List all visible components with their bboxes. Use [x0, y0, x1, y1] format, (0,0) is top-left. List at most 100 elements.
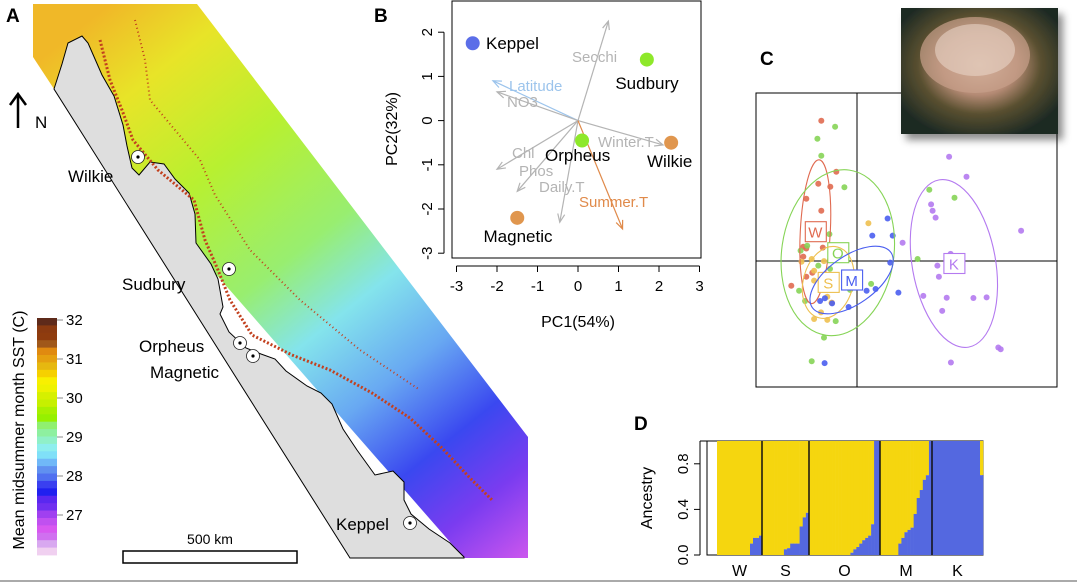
bar-cluster2	[901, 537, 905, 555]
point-group-o	[951, 194, 958, 201]
colorbar-bin	[37, 451, 57, 460]
colorbar-bin	[37, 355, 57, 363]
point-group-o	[832, 123, 839, 130]
bar-cluster2	[928, 441, 933, 555]
bar-cluster2	[922, 479, 927, 555]
group-label-k: K	[949, 257, 959, 274]
point-group-o	[926, 186, 933, 193]
bar-cluster2	[916, 498, 921, 555]
colorbar-bin	[37, 399, 57, 408]
bar-cluster2	[862, 540, 866, 555]
bar-cluster1	[850, 441, 854, 553]
bar-cluster2	[868, 535, 872, 555]
colorbar-tick-label: 27	[66, 507, 83, 524]
bar-cluster1	[768, 441, 772, 555]
bar-cluster2	[783, 549, 788, 555]
panel-label-b: B	[374, 6, 388, 27]
bar-cluster1	[832, 441, 836, 555]
bar-cluster1	[823, 441, 828, 555]
vector-arrowhead	[602, 19, 610, 31]
point-group-m	[863, 287, 870, 294]
bar-cluster1	[793, 441, 797, 544]
bar-cluster1	[835, 441, 839, 555]
bar-cluster1	[841, 441, 845, 555]
colorbar-bin	[37, 480, 57, 489]
bar-cluster2	[759, 535, 763, 555]
bar-cluster1	[847, 441, 851, 555]
point-group-k	[935, 273, 942, 280]
point-group-o	[841, 184, 848, 191]
bar-cluster1	[765, 441, 769, 555]
site-markers: Wilkie Sudbury Orpheus Magnetic Keppel	[68, 150, 417, 534]
point-group-k	[928, 201, 935, 208]
bar-cluster1	[723, 441, 727, 555]
colorbar-tick-label: 31	[66, 351, 83, 368]
colorbar-bin	[37, 340, 57, 349]
colorbar-tick-label: 32	[66, 312, 83, 329]
point-group-m	[829, 300, 836, 307]
point-group-w	[815, 180, 822, 187]
colorbar-tick-label: 30	[66, 390, 83, 407]
site-marker-dot-orpheus	[238, 341, 242, 345]
bar-cluster1	[904, 441, 908, 533]
point-group-o	[818, 152, 825, 159]
point-group-k	[997, 346, 1004, 353]
vector-daily-t	[559, 120, 579, 223]
bar-cluster1	[901, 441, 905, 538]
bar-cluster1	[787, 441, 791, 549]
bar-cluster2	[950, 441, 954, 555]
point-group-k	[946, 153, 953, 160]
y-axis-label: PC2(32%)	[384, 92, 401, 166]
bar-cluster1	[777, 441, 782, 555]
point-group-m	[821, 295, 828, 302]
bar-cluster1	[732, 441, 736, 555]
colorbar-bin	[37, 473, 57, 482]
bar-cluster1	[750, 441, 754, 544]
colorbar-bin	[37, 436, 57, 445]
bar-cluster1	[783, 441, 788, 550]
group-label-box	[804, 221, 827, 243]
x-tick-label: 2	[655, 278, 663, 295]
plot-frame	[451, 0, 702, 259]
colorbar-bin	[37, 510, 57, 519]
group-label-s: S	[780, 563, 791, 580]
bar-cluster1	[817, 441, 822, 555]
bar-cluster1	[753, 441, 757, 538]
vector-no3	[496, 91, 579, 122]
group-label-o: O	[832, 246, 844, 263]
point-group-k	[947, 359, 954, 366]
point-group-w	[788, 282, 795, 289]
bar-cluster1	[799, 441, 804, 527]
vector-label-daily-t: Daily.T	[539, 179, 585, 196]
group-label-m: M	[899, 563, 912, 580]
colorbar: Mean midsummer month SST (C) 32 31 30 29 28 2…	[11, 311, 83, 556]
bar-cluster1	[720, 441, 724, 555]
bar-cluster1	[865, 441, 869, 538]
panel-d-ancestry-barplot: D W S O M K 0.0 0.4 0.8 Ancestry	[634, 414, 984, 580]
vector-chl	[496, 120, 579, 170]
point-label-wilkie: Wilkie	[647, 152, 692, 171]
x-tick-label: -2	[490, 278, 503, 295]
bar-cluster1	[883, 441, 887, 555]
y-tick-label: 0.0	[675, 545, 692, 566]
point-label-magnetic: Magnetic	[484, 227, 553, 246]
site-label-wilkie: Wilkie	[68, 167, 113, 186]
bar-cluster2	[925, 475, 930, 555]
bar-cluster2	[850, 552, 854, 555]
vector-label-no3: NO3	[507, 94, 538, 111]
bar-cluster2	[802, 517, 807, 555]
bar-cluster2	[953, 441, 957, 555]
point-group-o	[868, 280, 875, 287]
site-label-orpheus: Orpheus	[139, 337, 204, 356]
colorbar-bin	[37, 547, 57, 556]
bar-cluster1	[862, 441, 866, 541]
site-marker-dot-sudbury	[227, 267, 231, 271]
colorbar-bin	[37, 384, 57, 393]
bar-cluster2	[913, 513, 918, 555]
site-label-magnetic: Magnetic	[150, 363, 219, 382]
bar-cluster2	[805, 512, 810, 555]
bar-cluster2	[959, 441, 963, 555]
vector-label-summer-t: Summer.T	[579, 194, 648, 211]
colorbar-bin	[37, 377, 57, 386]
bar-cluster2	[956, 441, 960, 555]
